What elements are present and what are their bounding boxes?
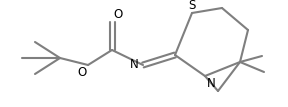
Text: O: O bbox=[113, 8, 122, 21]
Text: O: O bbox=[78, 66, 87, 79]
Text: S: S bbox=[188, 0, 196, 12]
Text: N: N bbox=[207, 77, 216, 90]
Text: N: N bbox=[130, 59, 139, 71]
